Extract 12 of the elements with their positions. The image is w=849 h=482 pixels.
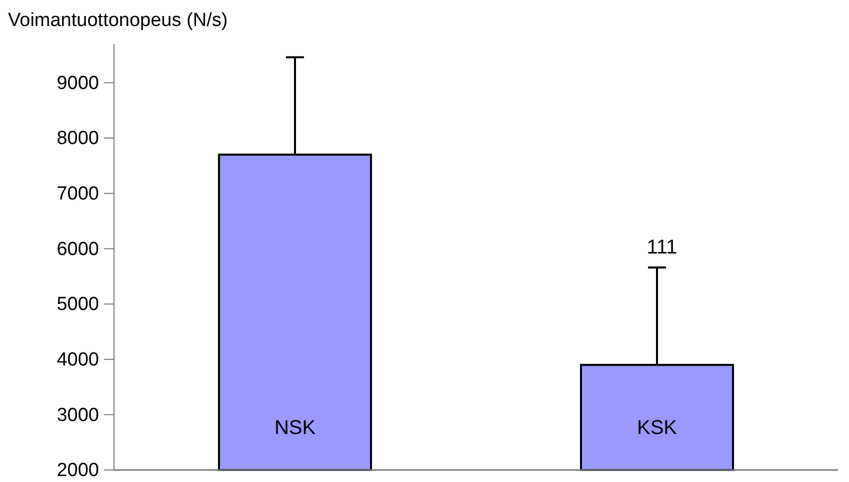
y-tick-label: 3000 bbox=[56, 404, 99, 426]
y-tick-label: 7000 bbox=[56, 183, 99, 204]
x-tick-label: NSK bbox=[274, 417, 316, 439]
y-tick-label: 2000 bbox=[56, 460, 99, 482]
annotation: 111 bbox=[646, 236, 678, 259]
y-axis-title: Voimantuottonopeus (N/s) bbox=[8, 10, 228, 31]
y-tick-label: 8000 bbox=[56, 128, 99, 150]
y-tick-label: 4000 bbox=[56, 349, 99, 370]
y-tick-label: 6000 bbox=[56, 238, 99, 260]
y-tick-label: 5000 bbox=[56, 294, 99, 316]
x-tick-label: KSK bbox=[636, 417, 678, 439]
y-tick-label: 9000 bbox=[56, 72, 99, 94]
